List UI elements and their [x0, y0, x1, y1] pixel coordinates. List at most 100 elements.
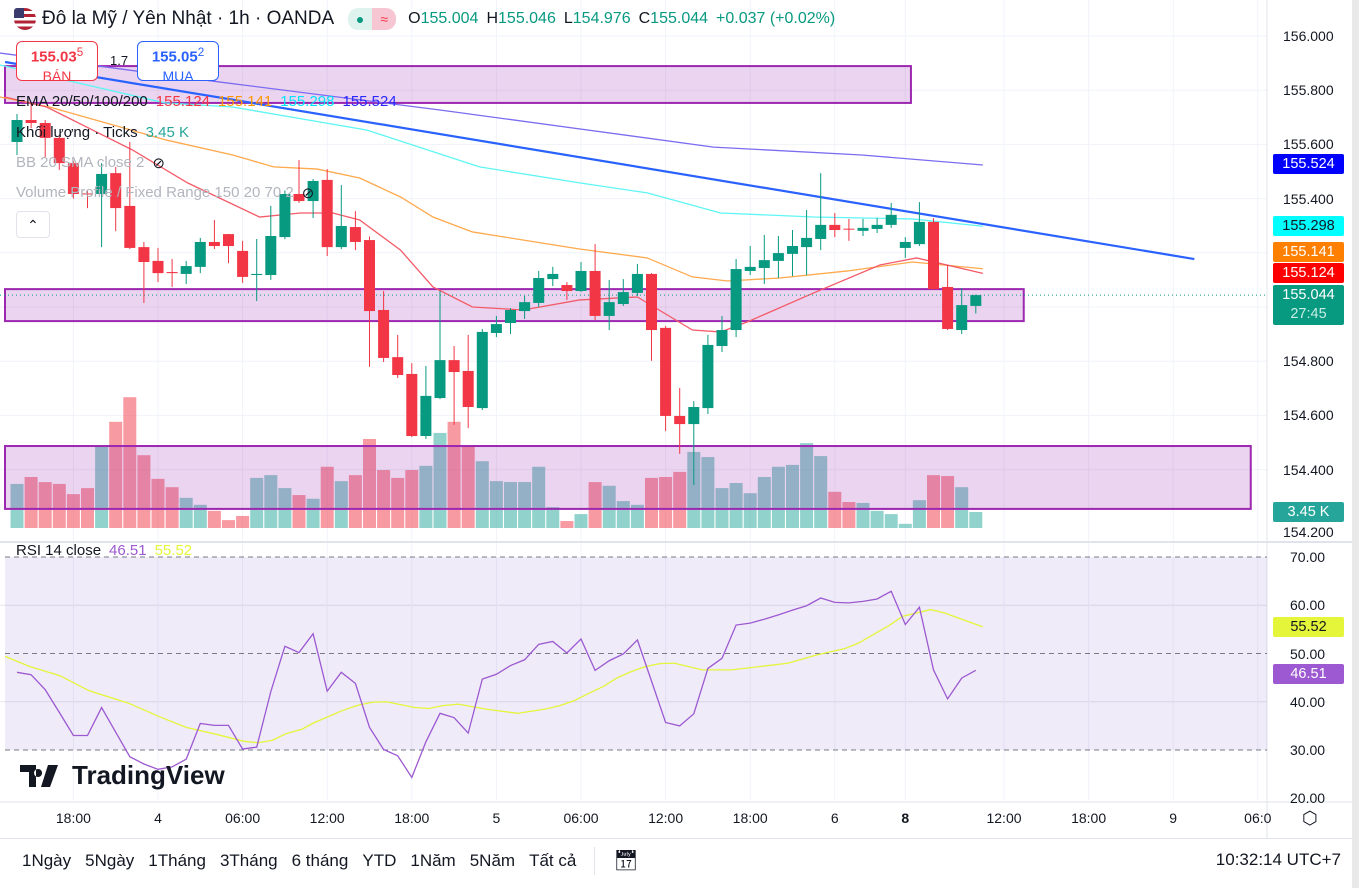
- candle-body: [829, 224, 841, 231]
- volume-bar: [870, 510, 884, 528]
- market-status-pill[interactable]: ● ≈: [348, 8, 397, 30]
- volume-bar: [447, 421, 461, 528]
- candle-body: [942, 286, 954, 329]
- candle-body: [928, 221, 939, 290]
- candle-body: [82, 193, 93, 195]
- volume-bar: [320, 466, 334, 528]
- time-axis-label: 9: [1169, 810, 1178, 826]
- range-3m[interactable]: 3Tháng: [219, 850, 278, 870]
- chart-canvas[interactable]: [0, 0, 1352, 838]
- volume-bar: [24, 476, 38, 528]
- volume-bar: [786, 464, 799, 528]
- vp-label: Volume Profile / Fixed Range 150 20 70 2: [16, 184, 294, 201]
- bb-label: BB 20 SMA close 2: [16, 154, 145, 171]
- range-5y[interactable]: 5Năm: [469, 850, 516, 870]
- legend-volume-profile[interactable]: Volume Profile / Fixed Range 150 20 70 2…: [16, 184, 314, 202]
- volume-bar: [363, 438, 376, 528]
- volume-bar: [165, 487, 179, 528]
- candle-body: [772, 253, 784, 261]
- rsi-axis-label: 40.00: [1290, 693, 1326, 710]
- time-axis-label: 18:00: [732, 810, 768, 826]
- last-price: 155.044: [1282, 287, 1335, 303]
- candle-body: [25, 120, 37, 123]
- candle-body: [279, 193, 291, 238]
- symbol-title[interactable]: Đô la Mỹ / Yên Nhật · 1h · OANDA: [42, 8, 335, 29]
- volume-bar: [419, 465, 433, 528]
- sell-price-pip: 5: [76, 46, 84, 59]
- candle-body: [490, 324, 502, 334]
- buy-label: MUA: [162, 67, 194, 84]
- volume-bar: [504, 482, 517, 528]
- range-5d[interactable]: 5Ngày: [85, 850, 135, 870]
- sell-button[interactable]: 155.035 BÁN: [16, 41, 98, 84]
- volume-bar: [250, 477, 264, 528]
- volume-bar: [532, 466, 546, 528]
- candle-body: [110, 173, 122, 209]
- time-axis-label: 4: [154, 810, 162, 826]
- collapse-legend-button[interactable]: ⌃: [16, 211, 50, 238]
- ema50-line: [0, 96, 983, 282]
- hidden-eye-icon[interactable]: ⊘: [301, 185, 315, 202]
- toolbar-divider: [594, 846, 596, 875]
- volume-bar: [602, 485, 616, 528]
- range-1m[interactable]: 1Tháng: [148, 850, 206, 870]
- candle-body: [293, 193, 305, 202]
- buy-price-pip: 2: [197, 46, 205, 59]
- candle-body: [406, 373, 418, 436]
- tradingview-logo[interactable]: TradingView: [20, 760, 225, 791]
- chart-settings-icon[interactable]: ⬡: [1302, 808, 1318, 828]
- volume-bar: [630, 504, 644, 528]
- hidden-eye-icon[interactable]: ⊘: [152, 155, 165, 172]
- range-ytd[interactable]: YTD: [362, 850, 397, 870]
- ema20-line: [4, 96, 983, 333]
- legend-bb[interactable]: BB 20 SMA close 2 ⊘: [16, 154, 165, 172]
- volume-bar: [546, 507, 560, 528]
- volume-bar: [95, 446, 109, 528]
- volume-bar: [391, 477, 405, 528]
- candle-body: [237, 250, 249, 277]
- price-zone-rectangle: [4, 445, 1252, 510]
- range-all[interactable]: Tất cả: [529, 850, 577, 870]
- range-1y[interactable]: 1Năm: [410, 850, 456, 870]
- change-value: +0.037 (+0.02%): [716, 10, 836, 27]
- volume-bar: [292, 495, 306, 528]
- candle-body: [617, 292, 629, 305]
- volume-bar: [264, 475, 278, 528]
- buy-button[interactable]: 155.052 MUA: [137, 41, 219, 84]
- candle-body: [53, 137, 65, 164]
- market-open-dot-icon: ●: [348, 8, 373, 30]
- volume-bar: [405, 470, 419, 528]
- legend-ema[interactable]: EMA 20/50/100/200 155.124 155.141 155.29…: [16, 93, 397, 110]
- legend-volume[interactable]: Khối lượng · Ticks 3.45 K: [16, 124, 189, 141]
- candle-body: [39, 122, 51, 138]
- candle-body: [364, 240, 375, 312]
- candle-body: [589, 270, 601, 316]
- right-panel-scrollbar[interactable]: [1352, 0, 1359, 888]
- time-axis-label: 06:0: [1244, 810, 1272, 826]
- range-1d[interactable]: 1Ngày: [22, 850, 72, 870]
- logo-text: TradingView: [72, 760, 225, 790]
- range-6m[interactable]: 6 tháng: [291, 850, 349, 870]
- volume-bar: [955, 487, 969, 528]
- volume-bar: [884, 514, 898, 528]
- time-axis-label: 06:00: [225, 810, 261, 826]
- close-value: 155.044: [650, 10, 709, 27]
- timezone-clock[interactable]: 10:32:14 UTC+7: [1215, 850, 1341, 869]
- candle-body: [702, 344, 714, 409]
- sell-label: BÁN: [42, 67, 72, 84]
- goto-date-calendar-icon[interactable]: 📅︎: [613, 850, 639, 872]
- time-axis-label: 12:00: [309, 810, 345, 826]
- candle-body: [462, 370, 474, 407]
- low-value: 154.976: [572, 10, 631, 27]
- volume-bar: [800, 443, 814, 528]
- volume-bar: [757, 476, 771, 528]
- volume-bar: [109, 421, 123, 528]
- rsi-ma-line: [4, 608, 984, 744]
- candle-body: [152, 260, 164, 274]
- volume-bar: [941, 476, 955, 528]
- volume-bar: [701, 457, 715, 528]
- volume-bar: [673, 471, 687, 528]
- volume-bar: [52, 483, 66, 528]
- legend-rsi[interactable]: RSI 14 close 46.51 55.52: [16, 542, 192, 559]
- volume-bar: [814, 456, 828, 528]
